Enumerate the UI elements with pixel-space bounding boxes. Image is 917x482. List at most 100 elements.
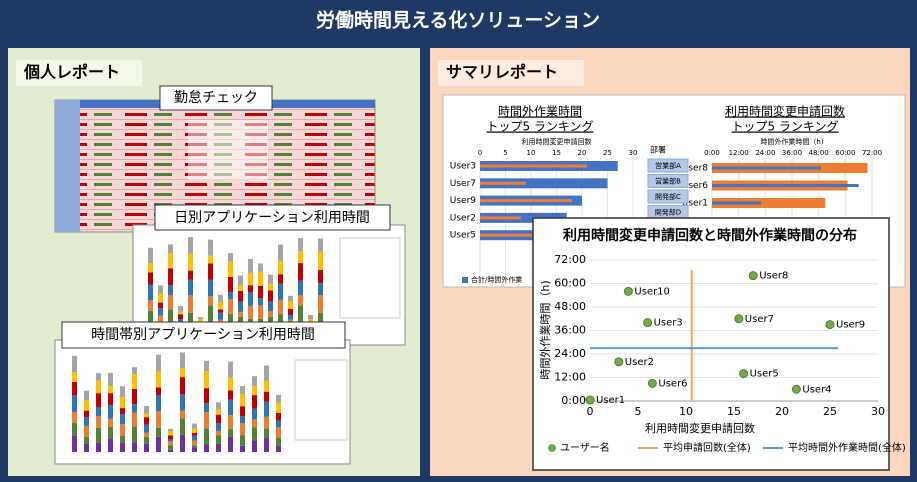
filter-option[interactable]	[647, 174, 689, 188]
y-tick-label: 12:00	[554, 371, 586, 384]
thumbnail-bar	[144, 413, 149, 418]
filter-label: 部署	[650, 145, 666, 155]
thumbnail-label: 勤怠チェック	[174, 90, 258, 106]
thumbnail-bar	[156, 395, 161, 412]
thumbnail-bar	[252, 427, 257, 441]
thumbnail-bar	[228, 390, 233, 400]
x-axis-title: 時間外作業時間（h)	[760, 137, 823, 146]
x-tick-label: 30	[871, 405, 885, 418]
thumbnail-bar	[264, 428, 269, 438]
thumbnail-bar	[208, 279, 213, 297]
thumbnail-bar	[216, 423, 221, 431]
panel-label-box	[438, 60, 584, 86]
thumbnail-bar	[264, 416, 269, 429]
x-tick-label: 36:00	[782, 149, 802, 157]
x-tick-label: 30	[629, 149, 638, 157]
thumbnail-bar	[192, 445, 197, 448]
thumbnail-bar	[180, 377, 185, 395]
thumbnail-bar	[72, 355, 77, 373]
thumbnail-bar	[248, 258, 253, 273]
bar	[712, 184, 859, 187]
x-tick-label: 0:00	[704, 149, 720, 157]
thumbnail-bar	[208, 263, 213, 280]
thumbnail-bar	[252, 440, 257, 452]
thumbnail-bar	[248, 305, 253, 319]
thumbnail-bar	[120, 442, 125, 452]
filter-option[interactable]	[647, 189, 689, 204]
header-title: 労働時間見える化ソリューション	[316, 9, 600, 32]
thumbnail-bar	[168, 445, 173, 450]
thumbnail-bar	[258, 271, 263, 286]
thumbnail-bar	[228, 276, 233, 292]
thumbnail-bar	[144, 417, 149, 425]
thumbnail-bar	[132, 367, 137, 375]
thumbnail-bar	[276, 445, 281, 452]
thumbnail-bar	[248, 285, 253, 293]
thumbnail-bar	[108, 405, 113, 419]
x-axis-title: 利用時間変更申請回数	[522, 137, 592, 146]
thumbnail-bar	[168, 441, 173, 446]
chart-title: 利用時間変更申請回数	[725, 104, 845, 119]
thumbnail-bar	[120, 386, 125, 397]
thumbnail-bar	[240, 394, 245, 407]
x-tick-label: 5	[635, 405, 642, 418]
thumbnail-bar	[216, 414, 221, 424]
thumbnail-bar	[252, 386, 257, 396]
x-tick-label: 0	[478, 149, 482, 157]
thumbnail-bar	[248, 292, 253, 306]
x-tick-label: 5	[503, 149, 507, 157]
point	[647, 378, 657, 388]
x-tick-label: 60:00	[835, 149, 855, 157]
thumbnail-bar	[72, 395, 77, 412]
point	[643, 318, 653, 328]
thumbnail-bar	[188, 279, 193, 296]
thumbnail-bar	[288, 301, 293, 309]
thumbnail-bar	[168, 268, 173, 286]
thumbnail-bar	[198, 317, 203, 319]
thumbnail-bar	[168, 428, 173, 432]
thumbnail-bar	[168, 253, 173, 269]
thumbnail-bar	[288, 295, 293, 302]
thumbnail-bar	[228, 436, 233, 452]
thumbnail-bar	[264, 380, 269, 392]
thumbnail-bar	[132, 374, 137, 389]
thumbnail-bar	[228, 361, 233, 378]
thumbnail-bar	[144, 436, 149, 444]
thumbnail-bar	[238, 291, 243, 302]
thumbnail-bar	[72, 435, 77, 452]
thumbnail-label-box	[159, 85, 273, 111]
thumbnail-bar	[208, 239, 213, 256]
filter-option[interactable]	[647, 158, 689, 173]
thumbnail-bar	[144, 432, 149, 437]
bar	[480, 199, 572, 203]
thumbnail-bar	[192, 440, 197, 446]
x-axis-title: 利用時間変更申請回数	[645, 421, 755, 435]
thumbnail-bar	[268, 283, 273, 291]
thumbnail-bar	[278, 299, 283, 315]
category-label: User2	[450, 213, 476, 223]
x-tick-label: 10	[679, 405, 693, 418]
thumbnail-bar	[278, 283, 283, 300]
thumbnail-bar	[84, 410, 89, 418]
thumbnail-bar	[238, 275, 243, 286]
thumbnail-bar	[318, 295, 323, 313]
thumbnail-bar	[204, 360, 209, 372]
chart-title: 利用時間変更申請回数と時間外作業時間の分布	[563, 227, 857, 244]
thumbnail-bar	[264, 437, 269, 452]
thumbnail-bar	[298, 263, 303, 281]
thumbnail-legend	[339, 237, 401, 319]
point-label: User5	[750, 369, 779, 380]
thumbnail-bar	[148, 300, 153, 311]
point-label: User8	[759, 271, 788, 282]
thumbnail-bar	[158, 308, 163, 316]
thumbnail-bar	[158, 293, 163, 303]
thumbnail-bar	[318, 269, 323, 284]
thumbnail-bar	[148, 284, 153, 301]
thumbnail-bar	[228, 428, 233, 437]
thumbnail-bar	[288, 308, 293, 316]
thumbnail-label-box	[61, 321, 346, 349]
thumbnail-bar	[228, 399, 233, 416]
thumbnail-bar	[240, 406, 245, 417]
thumbnail-bar	[308, 319, 313, 322]
